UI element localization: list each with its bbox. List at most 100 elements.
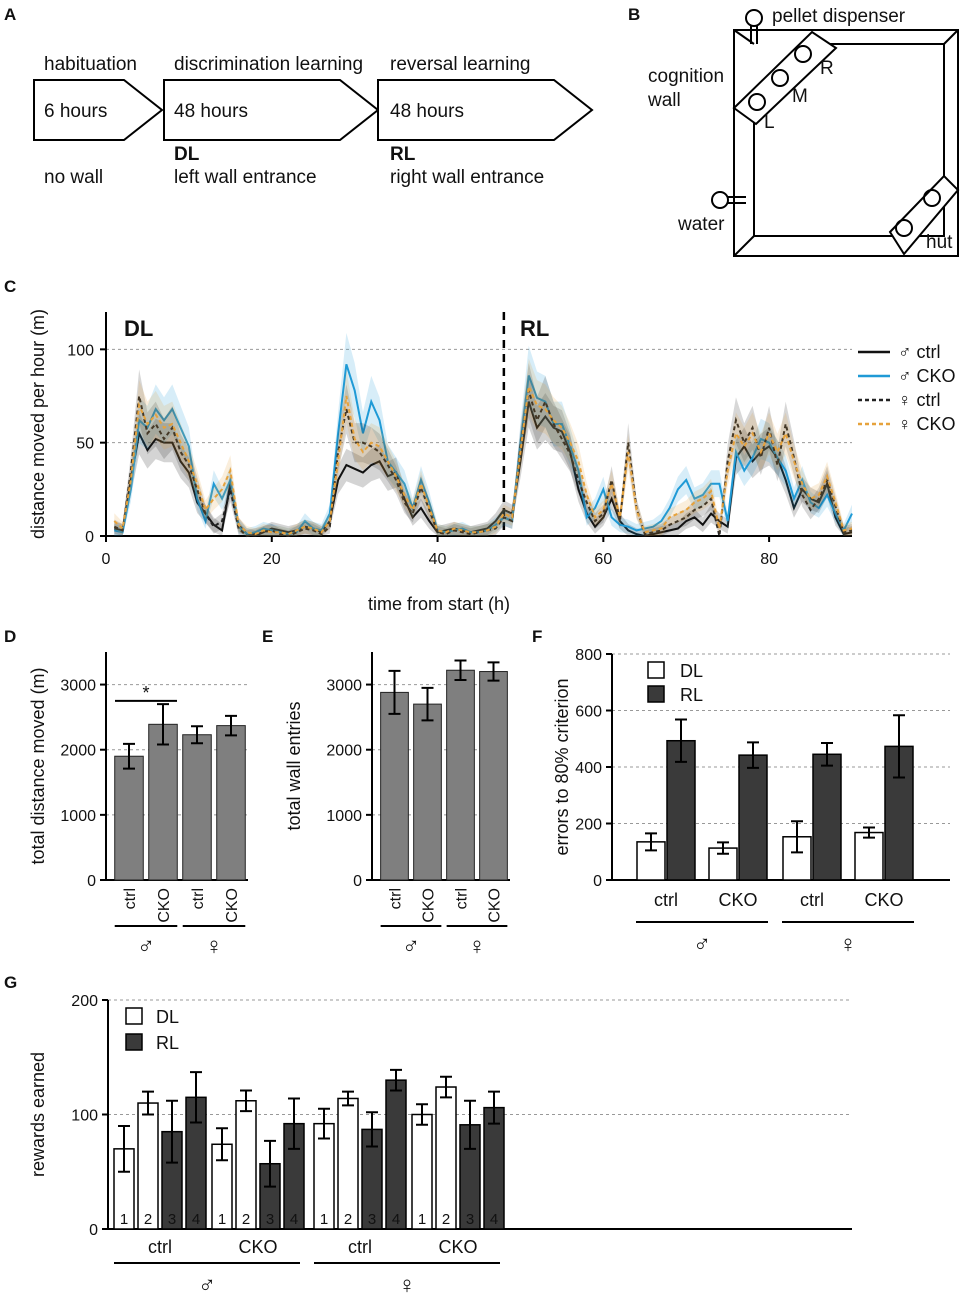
hut-circle-2 bbox=[923, 189, 941, 207]
bar-number-group-3-2: 3 bbox=[466, 1211, 474, 1228]
bar-number-group-1-3: 4 bbox=[290, 1211, 298, 1228]
error-bar-group-3-0 bbox=[416, 1103, 428, 1126]
error-bar-group-2-3 bbox=[390, 1068, 402, 1092]
y-tick-label-0: 0 bbox=[353, 873, 362, 890]
bar-number-group-0-1: 2 bbox=[144, 1211, 152, 1228]
category-label-0: ctrl bbox=[388, 888, 405, 909]
y-tick-label-100: 100 bbox=[71, 1108, 98, 1125]
y-tick-label-200: 200 bbox=[575, 817, 602, 834]
bar-number-group-2-2: 3 bbox=[368, 1211, 376, 1228]
stage-1-title: habituation bbox=[44, 54, 137, 75]
bar-2 bbox=[446, 669, 475, 881]
bar-group-1-1 bbox=[235, 1100, 257, 1230]
error-bar-1 bbox=[157, 703, 169, 746]
cage-edge-tr bbox=[943, 29, 959, 45]
error-bar-group-0-0 bbox=[118, 1124, 130, 1173]
x-tick-label-0: 0 bbox=[102, 551, 111, 568]
error-bar-group-2-0 bbox=[318, 1107, 330, 1140]
error-bar-2 bbox=[191, 725, 203, 745]
y-tick-label-400: 400 bbox=[575, 760, 602, 777]
error-bar-group-3-2 bbox=[464, 1099, 476, 1150]
legend-swatch-1 bbox=[647, 685, 665, 703]
stage-3-duration: 48 hours bbox=[390, 101, 464, 122]
chart-e-wall-entries: 0 1000 2000 3000 total wall entries ctrl CKO ct… bbox=[284, 652, 510, 960]
phase-label-rl: RL bbox=[520, 316, 549, 341]
category-label-3: CKO bbox=[224, 888, 241, 923]
error-bar-group-3-3 bbox=[488, 1090, 500, 1125]
chart-c-activity: 0 50 100 0 20 40 60 80 time from start (h) distan… bbox=[28, 309, 956, 614]
group-label-1: CKO bbox=[238, 1237, 277, 1257]
bar-3 bbox=[479, 671, 508, 881]
error-bar-rl-2 bbox=[821, 741, 833, 767]
y-axis-label: distance moved per hour (m) bbox=[28, 309, 48, 539]
bar-number-group-2-3: 4 bbox=[392, 1211, 400, 1228]
bar-rl-0 bbox=[666, 739, 696, 881]
bar-number-group-0-3: 4 bbox=[192, 1211, 200, 1228]
stage-1-wall: no wall bbox=[44, 167, 103, 188]
line-series-2 bbox=[113, 390, 853, 538]
bar-1 bbox=[148, 723, 178, 881]
label-water: water bbox=[677, 214, 725, 235]
panel-letter-d: D bbox=[4, 627, 16, 646]
error-bar-rl-0 bbox=[675, 718, 687, 763]
entrance-l bbox=[748, 93, 766, 111]
group-label-2: ctrl bbox=[348, 1237, 372, 1257]
bar-group-3-1 bbox=[435, 1086, 457, 1230]
axes bbox=[107, 1000, 852, 1230]
label-cognition: cognition bbox=[648, 66, 724, 87]
bar-1 bbox=[413, 703, 442, 881]
stage-2-title: discrimination learning bbox=[174, 54, 363, 75]
error-bar-0 bbox=[123, 742, 135, 770]
label-pellet-dispenser: pellet dispenser bbox=[772, 6, 906, 27]
legend-label-2: ♀ ctrl bbox=[898, 390, 941, 410]
bar-number-group-3-0: 1 bbox=[418, 1211, 426, 1228]
error-bar-group-3-1 bbox=[440, 1075, 452, 1099]
bar-number-group-0-0: 1 bbox=[120, 1211, 128, 1228]
stage-2-code: DL bbox=[174, 144, 200, 165]
stage-2-duration: 48 hours bbox=[174, 101, 248, 122]
category-label-3: CKO bbox=[864, 890, 903, 910]
x-tick-label-20: 20 bbox=[263, 551, 281, 568]
group-label-1: ♀ bbox=[205, 933, 223, 960]
water-bottle-icon bbox=[711, 191, 729, 209]
stage-1-arrow bbox=[33, 79, 164, 141]
entrance-m bbox=[771, 69, 789, 87]
y-tick-label-0: 0 bbox=[593, 873, 602, 890]
bar-group-2-3 bbox=[385, 1079, 407, 1230]
x-tick-label-40: 40 bbox=[429, 551, 447, 568]
stage-3-arrow bbox=[377, 79, 594, 141]
panel-letter-e: E bbox=[262, 627, 273, 646]
bar-rl-1 bbox=[738, 754, 768, 881]
legend-label-0: DL bbox=[680, 661, 703, 681]
category-label-1: CKO bbox=[156, 888, 173, 923]
error-bar-group-0-3 bbox=[190, 1071, 202, 1124]
error-bar-group-0-2 bbox=[166, 1099, 178, 1164]
category-label-2: ctrl bbox=[454, 888, 471, 909]
error-bar-2 bbox=[454, 659, 467, 682]
group-label-0: ♂ bbox=[693, 931, 711, 958]
group-label-3: CKO bbox=[438, 1237, 477, 1257]
category-label-2: ctrl bbox=[190, 888, 207, 909]
y-tick-label-0: 0 bbox=[85, 529, 94, 546]
label-m: M bbox=[792, 86, 808, 107]
category-label-0: ctrl bbox=[654, 890, 678, 910]
group-label-0: ctrl bbox=[148, 1237, 172, 1257]
error-bar-group-1-1 bbox=[240, 1089, 252, 1113]
x-tick-label-60: 60 bbox=[594, 551, 612, 568]
group-label-1: ♀ bbox=[839, 931, 857, 958]
hut-circle-1 bbox=[895, 219, 913, 237]
cage-outer bbox=[733, 29, 959, 257]
label-hut: hut bbox=[926, 232, 953, 253]
category-label-1: CKO bbox=[718, 890, 757, 910]
bar-0 bbox=[380, 691, 409, 881]
stage-3-code: RL bbox=[390, 144, 416, 165]
pellet-dispenser-icon bbox=[745, 9, 763, 27]
y-tick-label-0: 0 bbox=[87, 873, 96, 890]
bar-number-group-2-1: 2 bbox=[344, 1211, 352, 1228]
label-wall: wall bbox=[647, 90, 681, 111]
error-bar-group-1-3 bbox=[288, 1097, 300, 1150]
legend-swatch-0 bbox=[125, 1007, 143, 1025]
error-bar-dl-0 bbox=[645, 832, 657, 852]
y-axis-label: errors to 80% criterion bbox=[552, 678, 572, 855]
